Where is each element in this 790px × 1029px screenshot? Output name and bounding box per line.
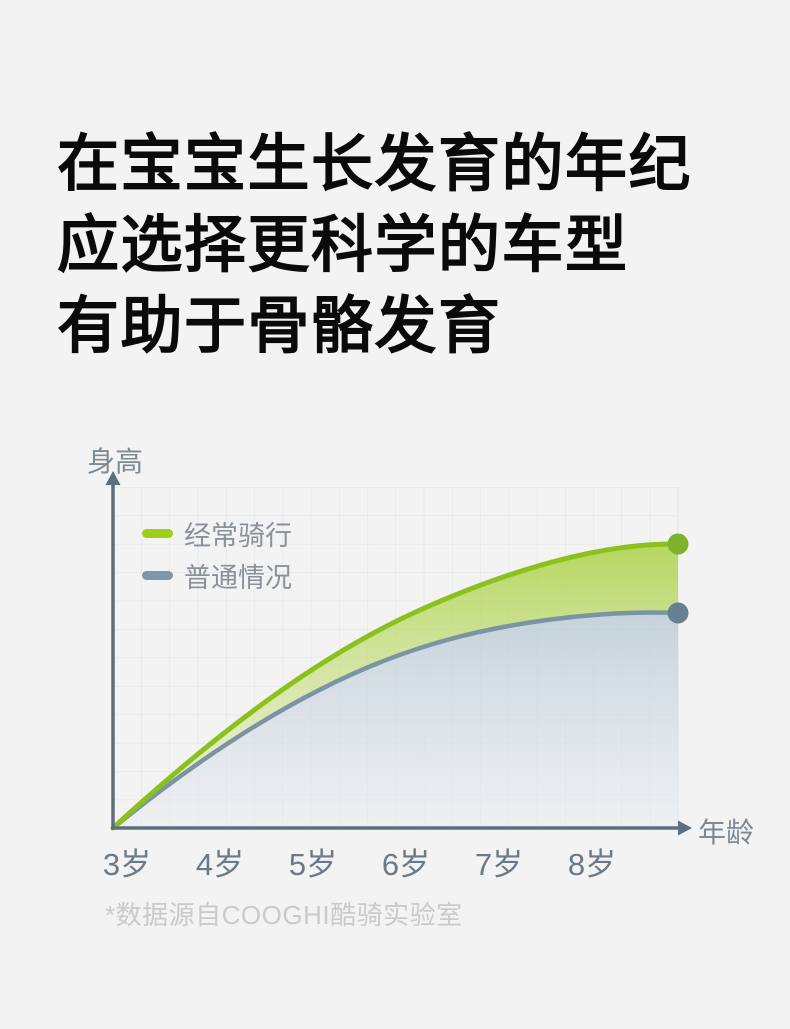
- page-title: 在宝宝生长发育的年纪 应选择更科学的车型 有助于骨骼发育: [57, 124, 692, 367]
- legend-label-normal-case: 普通情况: [184, 562, 292, 593]
- normal-case-end-dot: [667, 602, 689, 624]
- normal-case-swatch-icon: [142, 570, 173, 580]
- riding-often-end-dot: [667, 533, 689, 555]
- title-line-2: 应选择更科学的车型: [57, 211, 629, 280]
- x-tick-5: 5岁: [288, 847, 338, 882]
- area-riding-band: [113, 543, 678, 828]
- y-axis-arrow-icon: [105, 471, 121, 485]
- line-normal-case: [110, 610, 681, 831]
- x-tick-7: 7岁: [474, 847, 524, 882]
- area-normal-case: [113, 612, 678, 828]
- legend-label-riding-often: 经常骑行: [184, 520, 292, 551]
- title-line-1: 在宝宝生长发育的年纪: [57, 130, 693, 199]
- x-axis-label: 年龄: [698, 817, 755, 848]
- x-tick-8: 8岁: [567, 847, 617, 882]
- x-axis-arrow-icon: [678, 820, 692, 836]
- legend-item-riding-often: 经常骑行: [142, 518, 292, 551]
- y-axis-label: 身高: [87, 446, 144, 477]
- data-source-footnote: *数据源自COOGHI酷骑实验室: [105, 900, 463, 930]
- x-tick-4: 4岁: [195, 847, 245, 882]
- title-line-3: 有助于骨骼发育: [57, 292, 502, 361]
- chart-legend: 经常骑行 普通情况: [142, 518, 292, 593]
- line-riding-often: [110, 541, 681, 831]
- x-tick-3: 3岁: [102, 847, 152, 882]
- legend-item-normal-case: 普通情况: [142, 560, 292, 593]
- riding-often-swatch-icon: [142, 528, 173, 538]
- x-tick-6: 6岁: [381, 847, 431, 882]
